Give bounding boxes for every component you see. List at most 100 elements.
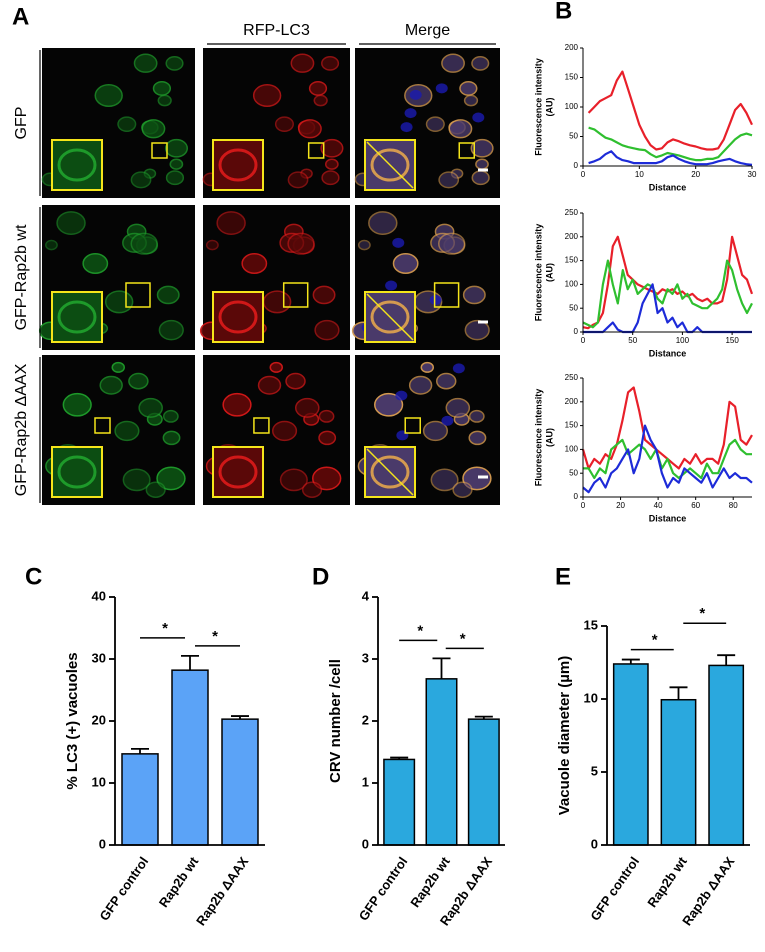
y-tick-label: 50: [569, 132, 578, 141]
cell: [222, 392, 252, 417]
cell: [318, 430, 337, 446]
cell: [133, 53, 158, 73]
cell: [468, 430, 487, 446]
cell: [262, 290, 292, 314]
cell: [122, 468, 151, 492]
cell: [216, 211, 246, 235]
cell: [357, 239, 371, 251]
significance-mark: *: [652, 632, 658, 649]
cell: [318, 409, 335, 423]
inset-cell: [218, 455, 258, 489]
cell: [156, 285, 180, 305]
cell: [408, 375, 433, 395]
inset-cell: [57, 300, 97, 334]
bar: [221, 718, 259, 846]
cell: [241, 253, 268, 274]
y-axis-label: Fluorescence intensity: [533, 224, 543, 322]
roi-box: [151, 142, 168, 159]
x-tick-label: 40: [654, 501, 663, 510]
cell: [436, 372, 457, 390]
micrograph: [38, 205, 195, 350]
cell: [158, 319, 184, 341]
inset-cell: [370, 148, 410, 182]
y-tick-label: 10: [92, 774, 106, 789]
cell: [164, 138, 189, 158]
cell: [269, 361, 284, 373]
x-tick-label: Rap2b ΔAAX: [193, 854, 251, 929]
significance-mark: *: [699, 605, 705, 622]
y-tick-label: 50: [569, 468, 578, 477]
x-tick-label: Rap2b wt: [156, 854, 202, 910]
x-tick-label: GFP control: [96, 854, 151, 923]
y-tick-label: 0: [574, 161, 579, 170]
x-tick-label: GFP control: [356, 854, 411, 923]
bar: [121, 753, 159, 846]
y-tick-label: 0: [574, 492, 579, 501]
nucleus: [435, 83, 448, 94]
intensity-line: [582, 424, 753, 494]
micrograph: [199, 205, 350, 350]
bar: [425, 678, 458, 846]
cell: [312, 466, 342, 491]
nucleus: [429, 294, 442, 305]
y-axis-label: (AU): [544, 263, 554, 282]
y-axis-label: (AU): [544, 98, 554, 117]
y-tick-label: 250: [565, 208, 579, 217]
cell: [475, 158, 489, 170]
profile-line: [366, 448, 414, 496]
x-tick-label: GFP control: [587, 854, 642, 923]
cell: [162, 430, 181, 446]
panel-label: B: [555, 0, 572, 24]
cell: [470, 138, 494, 158]
y-axis-label: Fluorescence intensity: [533, 58, 543, 156]
y-tick-label: 15: [584, 617, 598, 632]
cell: [471, 170, 490, 186]
x-tick-label: 80: [729, 501, 738, 510]
nucleus: [404, 108, 417, 119]
nucleus: [395, 390, 408, 401]
micrograph: [351, 205, 500, 350]
cell: [287, 171, 309, 189]
profile-line: [366, 293, 414, 341]
bar: [660, 698, 697, 846]
error-bar: [432, 657, 451, 679]
panel-label: D: [312, 563, 329, 590]
roi-box: [307, 142, 325, 159]
y-axis-label: % LC3 (+) vacuoles: [64, 652, 81, 789]
error-bar: [131, 748, 149, 754]
y-tick-label: 2: [362, 712, 369, 727]
y-axis-label: (AU): [544, 428, 554, 447]
y-tick-label: 100: [565, 445, 579, 454]
cell: [141, 119, 166, 139]
significance-mark: *: [212, 628, 218, 645]
error-bar: [621, 658, 640, 664]
y-tick-label: 0: [591, 836, 598, 851]
micrograph: [354, 48, 500, 198]
y-tick-label: 150: [565, 421, 579, 430]
cell: [321, 55, 340, 71]
cell: [252, 84, 282, 108]
x-tick-label: 20: [616, 501, 625, 510]
cell: [114, 420, 140, 442]
error-bar: [669, 686, 688, 700]
cell: [301, 481, 323, 498]
cell: [130, 232, 158, 255]
inset-cell: [218, 300, 258, 334]
micrograph: [42, 355, 195, 505]
nucleus: [472, 112, 485, 123]
cell: [94, 84, 123, 108]
inset-cell: [57, 148, 97, 182]
inset-cell: [370, 455, 410, 489]
cell: [321, 170, 340, 186]
row-title: GFP-Rap2b ΔAAX: [13, 363, 30, 496]
y-axis-label: CRV number /cell: [327, 659, 344, 783]
y-axis-label: Fluorescence intensity: [533, 389, 543, 487]
y-tick-label: 40: [92, 588, 106, 603]
nucleus: [400, 122, 413, 133]
y-tick-label: 50: [569, 303, 578, 312]
inset-cell: [218, 148, 258, 182]
cell: [438, 232, 466, 255]
error-bar: [717, 654, 736, 666]
roi-box: [433, 282, 460, 308]
